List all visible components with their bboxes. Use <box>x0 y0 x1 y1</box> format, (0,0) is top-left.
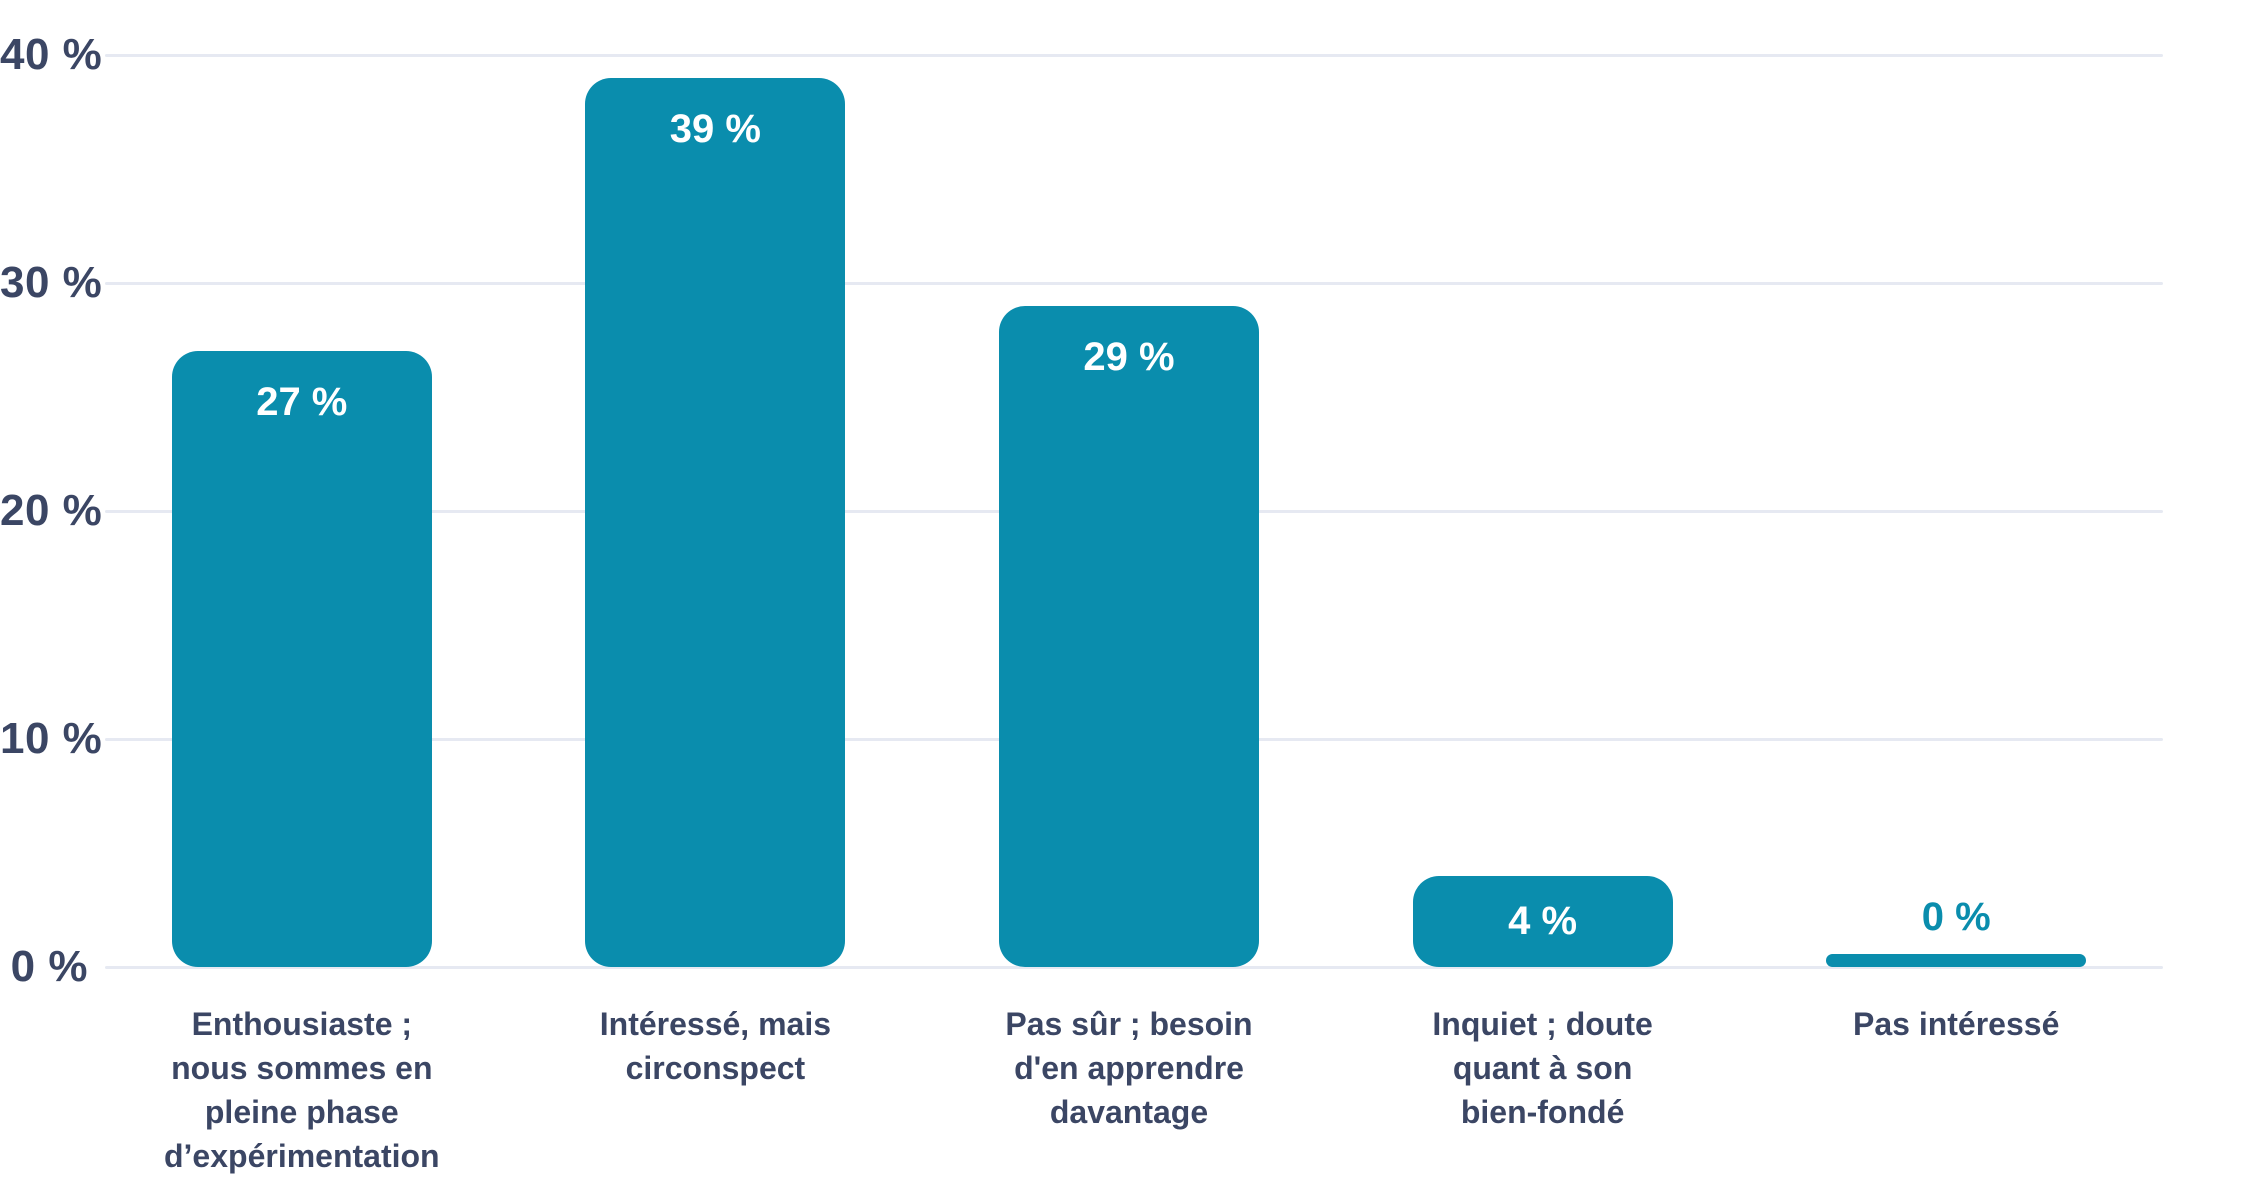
bar-value-label: 27 % <box>256 380 348 425</box>
y-axis-tick-label: 40 % <box>0 30 103 79</box>
category-label-4: Inquiet ; doute quant à son bien-fondé <box>1432 1006 1653 1130</box>
bar-4 <box>1412 875 1673 967</box>
y-axis-tick-label: 30 % <box>0 258 103 307</box>
gridline-0 <box>105 965 2163 969</box>
bar-value-label: 0 % <box>1921 895 1991 939</box>
category-label-1: Enthousiaste ; nous sommes en pleine pha… <box>163 1006 440 1174</box>
gridline-30 <box>105 281 2163 285</box>
category-label-2: Intéressé, mais circonspect <box>599 1006 832 1086</box>
category-label-5: Pas intéressé <box>1853 1006 2060 1042</box>
y-axis-tick-label: 20 % <box>0 486 103 535</box>
bar-3 <box>999 305 1259 967</box>
bar-2 <box>585 77 846 967</box>
category-label-3: Pas sûr ; besoin d'en apprendre davantag… <box>1005 1006 1253 1130</box>
bar-value-label: 4 % <box>1508 899 1578 944</box>
y-axis-tick-label: 10 % <box>0 714 103 763</box>
bar-value-label: 39 % <box>669 106 761 151</box>
y-axis-tick-label: 0 % <box>10 942 88 991</box>
bar-value-label: 29 % <box>1083 334 1175 379</box>
bar-1 <box>171 351 432 967</box>
gridline-40 <box>105 53 2163 57</box>
bar-5 <box>1826 954 2087 967</box>
